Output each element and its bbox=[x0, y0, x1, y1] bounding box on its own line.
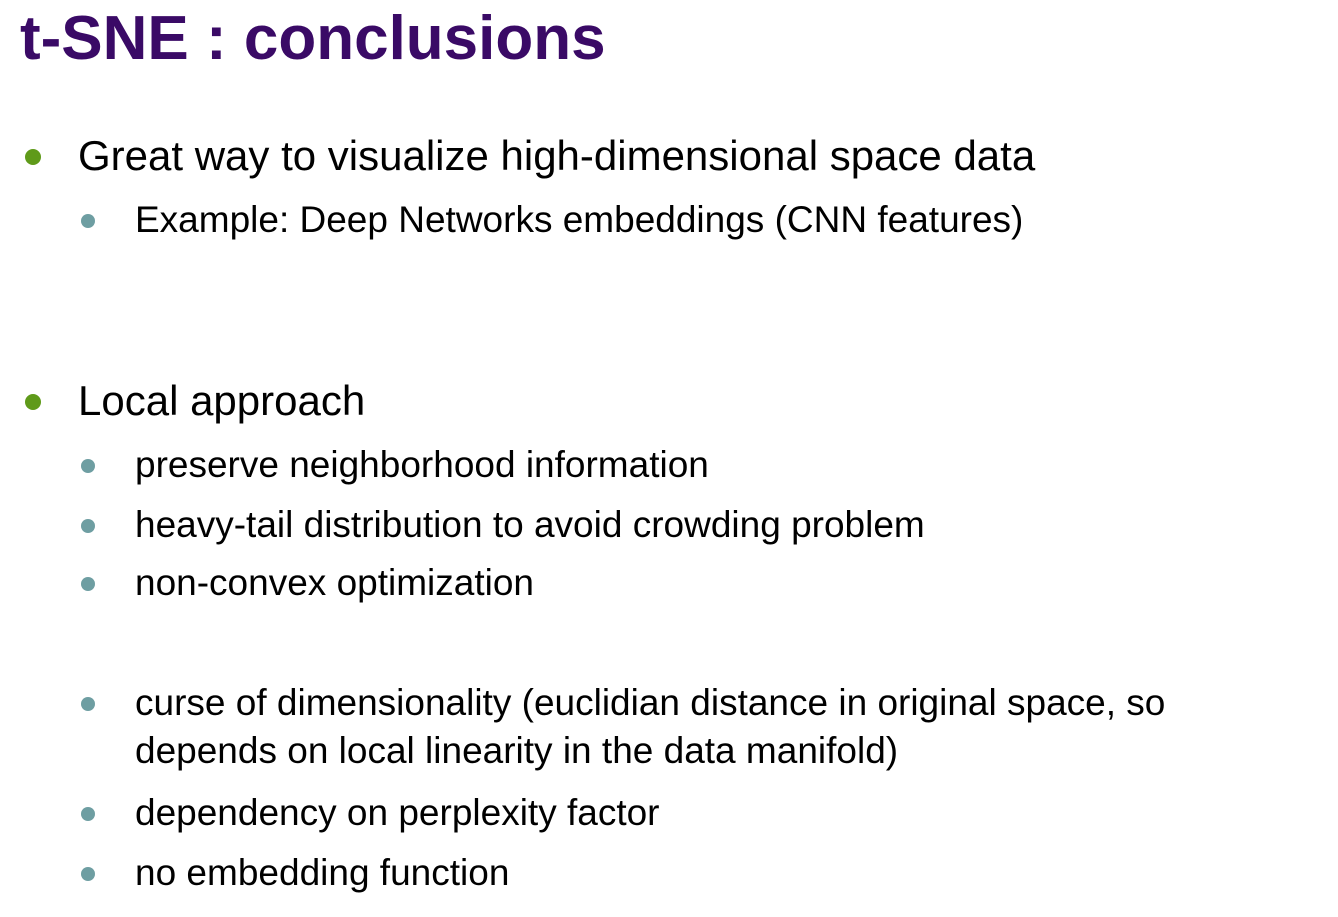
sub-bullet-dot-icon bbox=[81, 697, 95, 711]
sub-bullet-curse: curse of dimensionality (euclidian dista… bbox=[81, 679, 1166, 775]
sub-bullet-text: preserve neighborhood information bbox=[135, 444, 709, 485]
sub-bullet-text: dependency on perplexity factor bbox=[135, 792, 660, 833]
bullet-local-approach: Local approach bbox=[25, 376, 366, 426]
sub-bullet-text: heavy-tail distribution to avoid crowdin… bbox=[135, 504, 925, 545]
sub-bullet-no-embedding: no embedding function bbox=[81, 849, 510, 897]
sub-bullet-perplexity: dependency on perplexity factor bbox=[81, 789, 660, 837]
bullet-dot-icon bbox=[25, 394, 41, 410]
sub-bullet-example: Example: Deep Networks embeddings (CNN f… bbox=[81, 196, 1024, 244]
bullet-dot-icon bbox=[25, 149, 41, 165]
sub-bullet-dot-icon bbox=[81, 459, 95, 473]
sub-bullet-preserve: preserve neighborhood information bbox=[81, 441, 709, 489]
sub-bullet-text: non-convex optimization bbox=[135, 562, 534, 603]
bullet-text: Local approach bbox=[78, 377, 366, 424]
sub-bullet-dot-icon bbox=[81, 519, 95, 533]
slide-title: t-SNE : conclusions bbox=[20, 4, 606, 73]
bullet-text: Great way to visualize high-dimensional … bbox=[78, 132, 1036, 179]
sub-bullet-text-line-1: curse of dimensionality (euclidian dista… bbox=[135, 682, 1166, 723]
sub-bullet-dot-icon bbox=[81, 807, 95, 821]
sub-bullet-dot-icon bbox=[81, 867, 95, 881]
sub-bullet-text: no embedding function bbox=[135, 852, 510, 893]
sub-bullet-dot-icon bbox=[81, 214, 95, 228]
sub-bullet-non-convex: non-convex optimization bbox=[81, 559, 534, 607]
sub-bullet-heavy-tail: heavy-tail distribution to avoid crowdin… bbox=[81, 501, 925, 549]
sub-bullet-dot-icon bbox=[81, 577, 95, 591]
sub-bullet-text: Example: Deep Networks embeddings (CNN f… bbox=[135, 199, 1024, 240]
sub-bullet-text-line-2: depends on local linearity in the data m… bbox=[135, 730, 899, 771]
bullet-great-way: Great way to visualize high-dimensional … bbox=[25, 131, 1036, 181]
